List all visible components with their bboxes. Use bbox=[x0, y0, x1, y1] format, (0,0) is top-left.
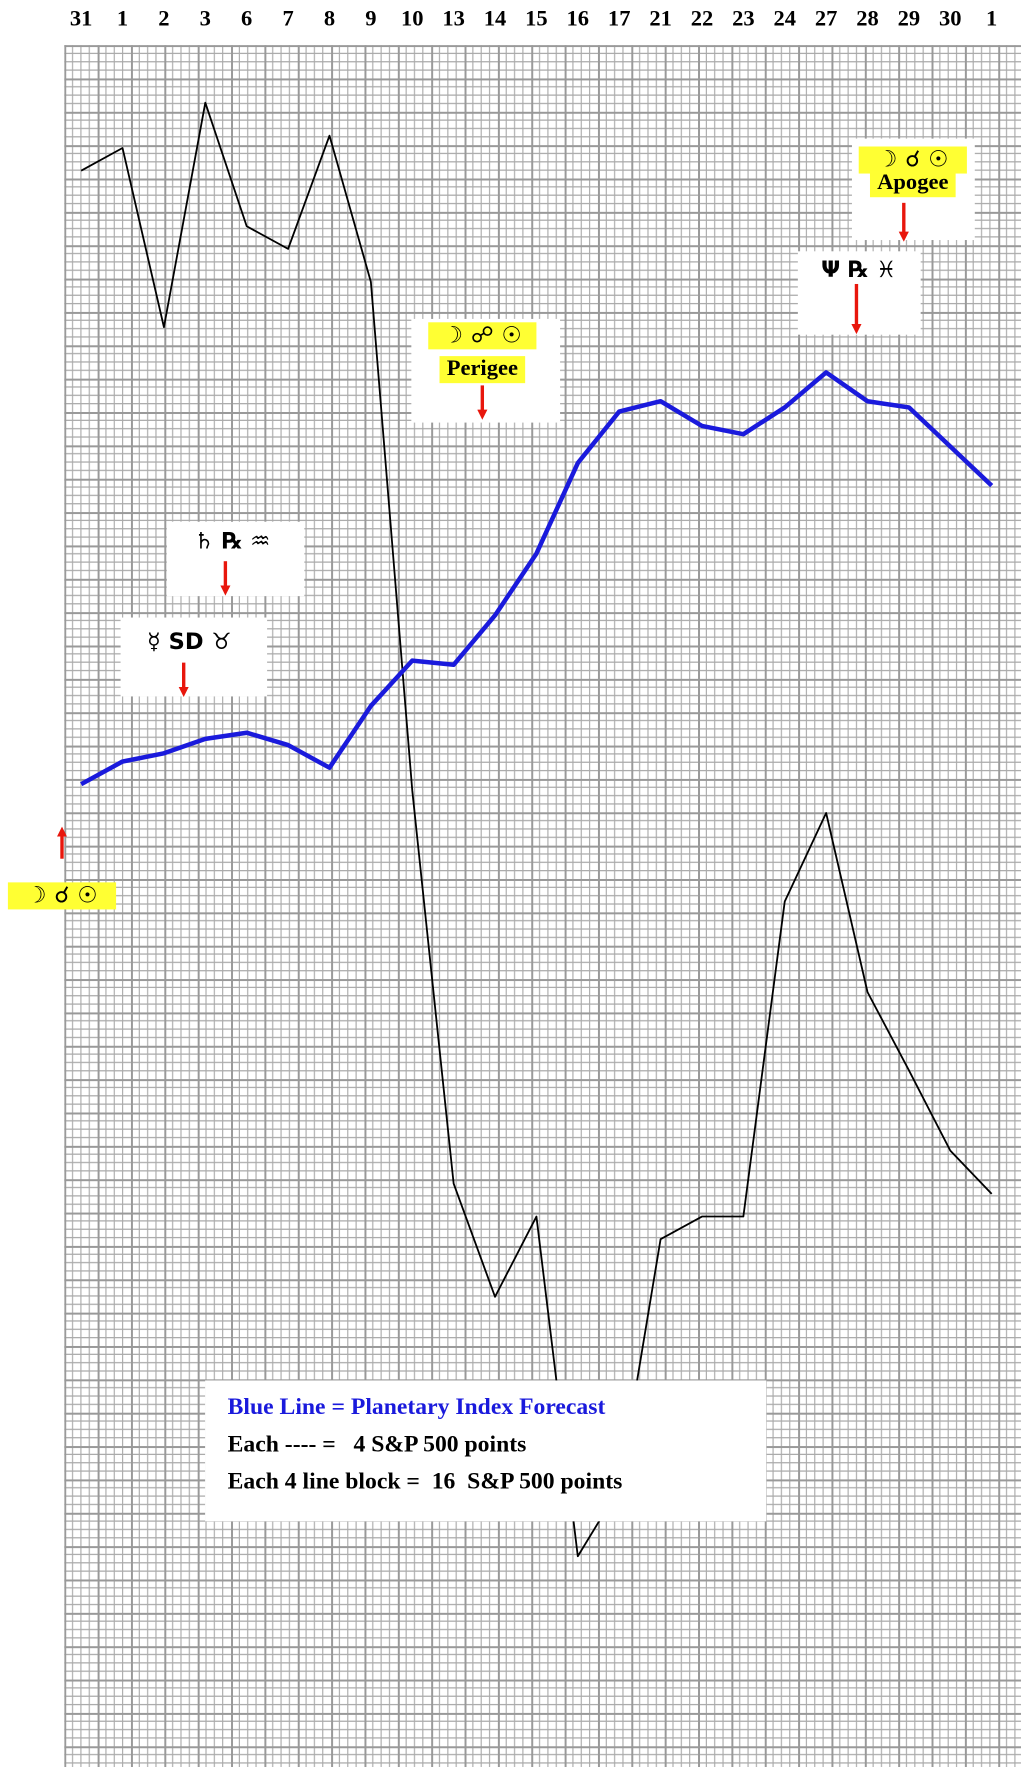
x-tick-label: 16 bbox=[567, 5, 590, 30]
x-tick-label: 15 bbox=[525, 5, 548, 30]
highlight bbox=[439, 356, 526, 384]
highlight bbox=[7, 882, 117, 910]
legend-text: Blue Line = Planetary Index Forecast bbox=[228, 1394, 606, 1420]
annotation-glyphs: ♄ ℞ ♒ bbox=[194, 529, 270, 555]
x-tick-label: 30 bbox=[939, 5, 962, 30]
annotation-glyphs: ☽ ☍ ☉ bbox=[443, 322, 522, 348]
x-tick-label: 1 bbox=[117, 5, 128, 30]
x-tick-label: 13 bbox=[442, 5, 465, 30]
forecast-line bbox=[80, 370, 994, 787]
x-tick-label: 3 bbox=[200, 5, 211, 30]
annotation-label: Apogee bbox=[877, 169, 948, 194]
x-tick-label: 24 bbox=[773, 5, 796, 30]
annotation-box bbox=[797, 251, 921, 335]
annotation-glyphs: ☽ ☌ ☉ bbox=[877, 147, 948, 173]
x-tick-label: 1 bbox=[986, 5, 997, 30]
highlight bbox=[428, 322, 537, 350]
legend-box bbox=[205, 1380, 767, 1522]
annotation-glyphs: ☽ ☌ ☉ bbox=[26, 882, 97, 908]
x-tick-label: 2 bbox=[158, 5, 169, 30]
legend-text: Each ---- = 4 S&P 500 points bbox=[228, 1431, 527, 1457]
x-tick-label: 31 bbox=[70, 5, 93, 30]
annotation-label: Perigee bbox=[447, 355, 518, 380]
x-tick-label: 8 bbox=[324, 5, 335, 30]
x-tick-label: 29 bbox=[898, 5, 921, 30]
annotation-box bbox=[166, 521, 305, 597]
x-tick-label: 27 bbox=[815, 5, 838, 30]
x-tick-label: 6 bbox=[241, 5, 252, 30]
highlight bbox=[869, 170, 956, 198]
highlight bbox=[858, 146, 967, 174]
x-tick-label: 17 bbox=[608, 5, 631, 30]
annotation-glyphs: ☿ SD ♉ bbox=[147, 629, 232, 655]
x-tick-label: 7 bbox=[282, 5, 293, 30]
x-tick-label: 23 bbox=[732, 5, 755, 30]
annotation-box bbox=[120, 617, 268, 697]
x-tick-label: 10 bbox=[401, 5, 424, 30]
x-tick-label: 21 bbox=[649, 5, 672, 30]
x-tick-label: 9 bbox=[365, 5, 376, 30]
x-tick-label: 22 bbox=[691, 5, 714, 30]
x-tick-label: 14 bbox=[484, 5, 507, 30]
x-tick-label: 28 bbox=[856, 5, 879, 30]
price-line bbox=[80, 101, 993, 1558]
annotation-glyphs: Ψ ℞ ♓ bbox=[821, 257, 896, 283]
legend-text: Each 4 line block = 16 S&P 500 points bbox=[228, 1468, 623, 1494]
